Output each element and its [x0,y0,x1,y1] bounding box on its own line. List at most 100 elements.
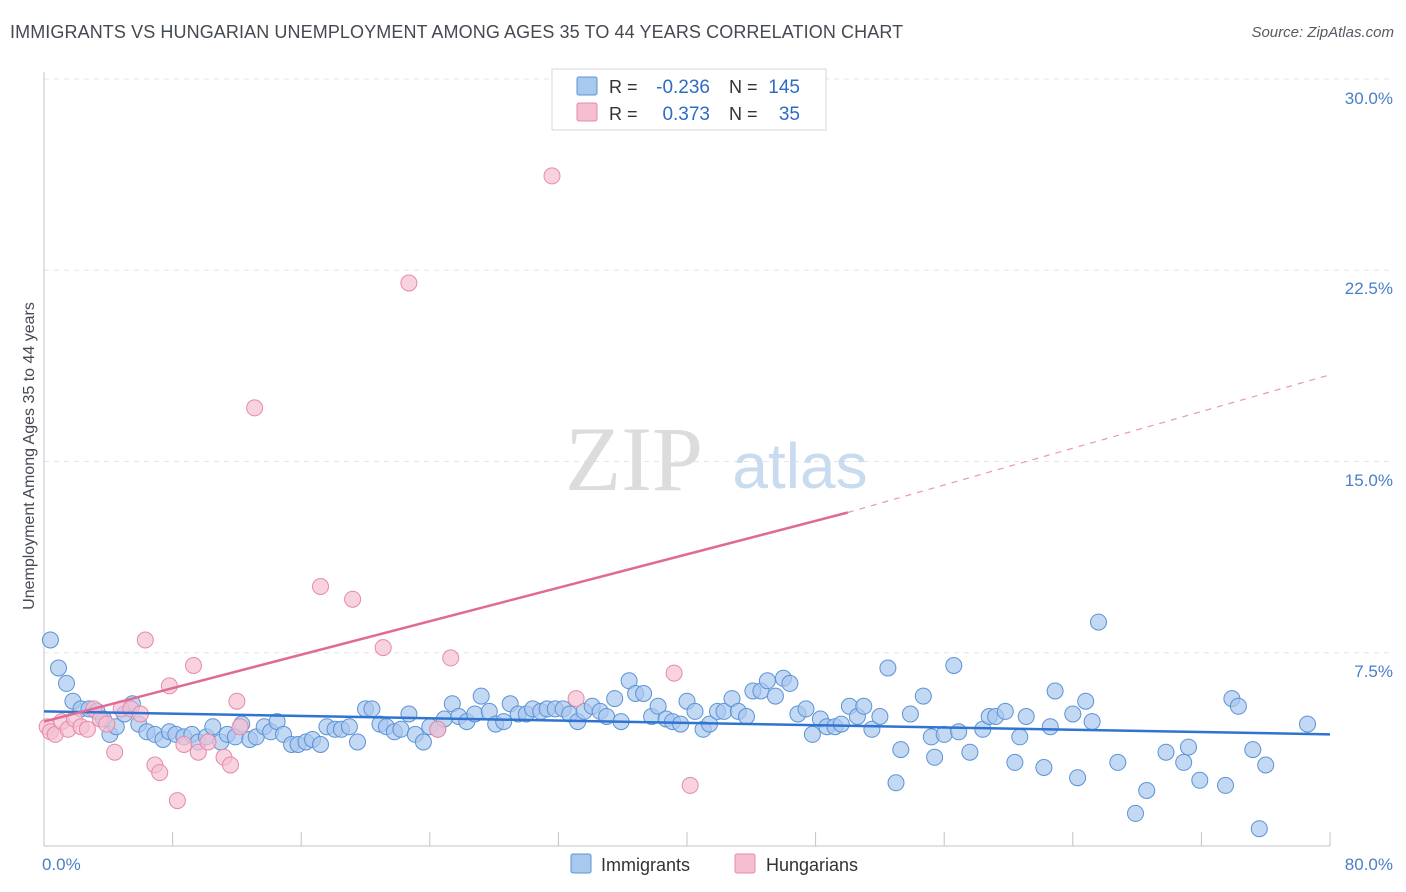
hungarians-point [681,776,699,794]
immigrants-point [1011,728,1029,746]
bottom-legend-label-immigrants: Immigrants [601,855,690,875]
x-axis-ticks [43,832,1331,846]
immigrants-point [950,723,968,741]
hungarians-point [246,399,264,417]
immigrants-point [914,687,932,705]
immigrants-point [1250,820,1268,838]
y-tick-label-22-5: 22.5% [1345,279,1393,298]
legend-swatch-immigrants [576,76,598,96]
legend-r-label-immigrants: R = [609,77,638,97]
immigrants-point [41,631,59,649]
immigrants-point [738,708,755,725]
immigrants-point [1035,759,1053,776]
hungarians-point [151,764,169,782]
hungarians-point [78,720,96,738]
trend-lines [43,374,1331,736]
immigrants-point [649,697,667,715]
immigrants-point [1077,692,1095,710]
bottom-legend-label-hungarians: Hungarians [766,855,858,875]
immigrants-point [1229,697,1247,715]
immigrants-point [392,720,410,738]
legend-n-label-hungarians: N = [729,104,758,124]
bottom-legend-swatch-immigrants [570,853,592,874]
immigrants-point [1017,708,1035,725]
immigrants-point [926,748,944,766]
bottom-legend: Immigrants Hungarians [570,853,858,875]
immigrants-point [803,725,821,743]
immigrants-point [901,705,919,723]
immigrants-point [1090,613,1107,631]
immigrants-point [635,685,653,702]
immigrants-point [1109,753,1127,771]
chart-title: IMMIGRANTS VS HUNGARIAN UNEMPLOYMENT AMO… [10,22,904,42]
hungarians-point [429,720,447,738]
immigrants-point [1006,753,1024,771]
y-tick-label-30: 30.0% [1345,89,1393,108]
hungarians-point [344,590,362,608]
legend-n-value-hungarians: 35 [779,104,800,125]
immigrants-point [58,674,75,692]
hungarians-point [312,578,329,595]
immigrants-point [1046,682,1064,700]
immigrants-point [363,700,381,718]
immigrants-point [1175,753,1193,771]
gridlines [44,78,1392,654]
legend-r-value-hungarians: 0.373 [662,104,710,125]
immigrants-point [1157,743,1175,761]
legend-swatch-hungarians [576,102,598,122]
immigrants-point [312,736,329,753]
bottom-legend-swatch-hungarians [734,853,756,874]
immigrants-point [414,733,432,751]
hungarians-point [231,718,249,736]
y-tick-label-7-5: 7.5% [1354,662,1393,681]
immigrants-point [1083,713,1101,731]
immigrants-point [887,774,905,792]
immigrants-point [50,659,67,677]
y-tick-label-15: 15.0% [1345,471,1393,490]
hungarians-point [665,664,683,682]
immigrants-point [1244,741,1262,759]
hungarians-point [136,631,154,649]
immigrants-point [1138,782,1156,799]
immigrants-point [204,718,222,736]
hungarians-point [442,649,460,667]
immigrants-point [879,659,897,677]
hungarians-point [567,690,585,708]
hungarians-point [98,715,116,733]
hungarians-point [175,736,193,753]
legend-box [551,68,827,131]
hungarians-point [199,733,217,751]
source-label: Source: ZipAtlas.com [1251,24,1394,41]
immigrants-trend-line [43,710,1331,736]
x-tick-label-min: 0.0% [42,855,81,874]
immigrants-point [1069,769,1087,787]
hungarians-point [222,756,239,774]
watermark-atlas: atlas [732,430,867,502]
immigrants-point [1041,718,1059,736]
hungarians-point [185,657,202,674]
immigrants-point [781,674,799,692]
immigrants-point [871,708,889,725]
hungarians-trend-line [43,511,849,723]
immigrants-point [1191,771,1209,789]
hungarians-point [400,274,418,292]
immigrants-point [1180,738,1197,756]
immigrants-point [495,713,513,731]
immigrants-point [758,672,776,690]
immigrants-point [340,718,358,736]
immigrants-point [1127,804,1144,822]
immigrants-point [855,697,873,715]
immigrants-point [945,657,963,674]
hungarians-point [228,692,246,710]
immigrants-point [400,705,418,723]
immigrants-point [892,741,910,759]
hungarians-point [106,743,124,761]
y-axis-label: Unemployment Among Ages 35 to 44 years [21,302,38,610]
legend: R = -0.236 N = 145 R = 0.373 N = 35 [551,68,827,131]
immigrants-point [686,702,704,720]
immigrants-point [349,733,366,751]
hungarians-trend-extension [847,374,1331,514]
immigrants-point [606,690,624,708]
hungarians-point [374,639,392,657]
